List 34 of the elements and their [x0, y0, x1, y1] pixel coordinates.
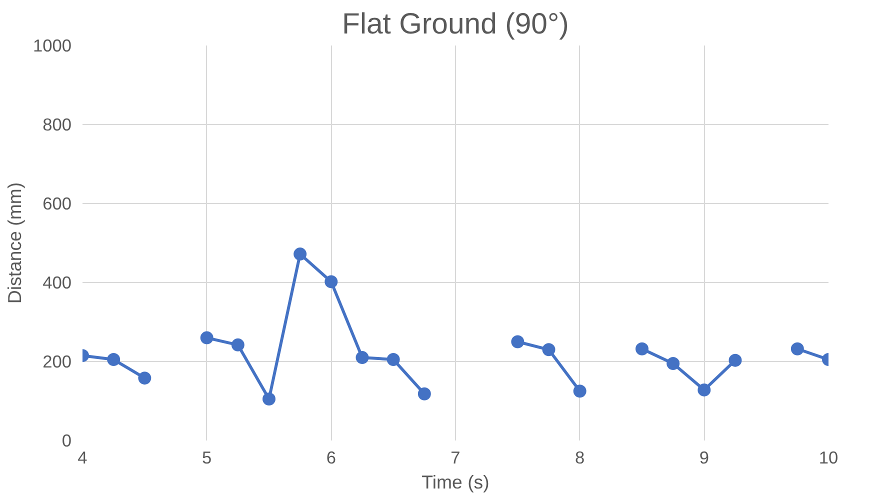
- point: [200, 331, 214, 344]
- point: [231, 338, 244, 352]
- x-tick-label: 7: [450, 448, 460, 468]
- y-tick-label: 400: [42, 272, 72, 292]
- point: [138, 372, 152, 385]
- point: [573, 384, 586, 398]
- point: [636, 342, 648, 356]
- x-tick-label: 6: [326, 448, 336, 468]
- point: [107, 353, 120, 366]
- point: [666, 356, 680, 370]
- x-tick-label: 8: [575, 448, 585, 468]
- y-axis-title: Distance (mm): [4, 182, 25, 304]
- point: [386, 353, 400, 366]
- x-tick-label: 4: [78, 448, 88, 468]
- point: [542, 343, 556, 356]
- x-tick-label: 10: [818, 448, 838, 468]
- point: [511, 335, 524, 348]
- point: [790, 342, 804, 356]
- point: [356, 351, 369, 364]
- point: [294, 248, 307, 261]
- point: [698, 383, 711, 396]
- chart-title: Flat Ground (90°): [342, 8, 569, 40]
- y-tick-label: 200: [42, 352, 72, 372]
- point: [418, 387, 431, 400]
- y-tick-label: 0: [62, 430, 72, 450]
- y-tick-label: 800: [42, 114, 72, 134]
- y-tick-label: 1000: [32, 36, 72, 56]
- x-tick-label: 5: [202, 448, 212, 468]
- point: [262, 392, 276, 406]
- x-axis-title: Time (s): [422, 472, 490, 492]
- x-tick-label: 9: [699, 448, 709, 468]
- point: [728, 354, 742, 367]
- point: [324, 275, 338, 288]
- y-tick-label: 600: [42, 194, 72, 214]
